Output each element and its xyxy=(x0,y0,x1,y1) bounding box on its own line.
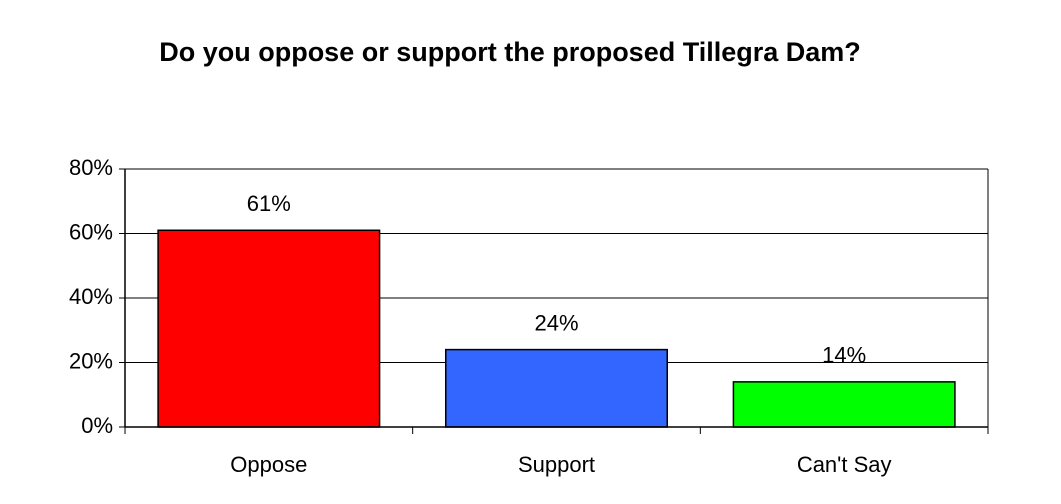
y-tick-label: 40% xyxy=(69,284,113,309)
x-tick-label: Can't Say xyxy=(797,452,892,477)
x-tick-label: Support xyxy=(518,452,595,477)
y-tick-label: 80% xyxy=(69,155,113,180)
y-tick-label: 20% xyxy=(69,348,113,373)
value-label: 61% xyxy=(247,191,291,216)
x-tick-label: Oppose xyxy=(230,452,307,477)
chart-title: Do you oppose or support the proposed Ti… xyxy=(159,37,861,67)
bar xyxy=(157,229,381,428)
bar xyxy=(732,381,956,428)
y-tick-label: 60% xyxy=(69,219,113,244)
y-tick-label: 0% xyxy=(81,413,113,438)
value-label: 14% xyxy=(822,343,866,368)
bar xyxy=(444,348,669,428)
value-label: 24% xyxy=(534,310,578,335)
